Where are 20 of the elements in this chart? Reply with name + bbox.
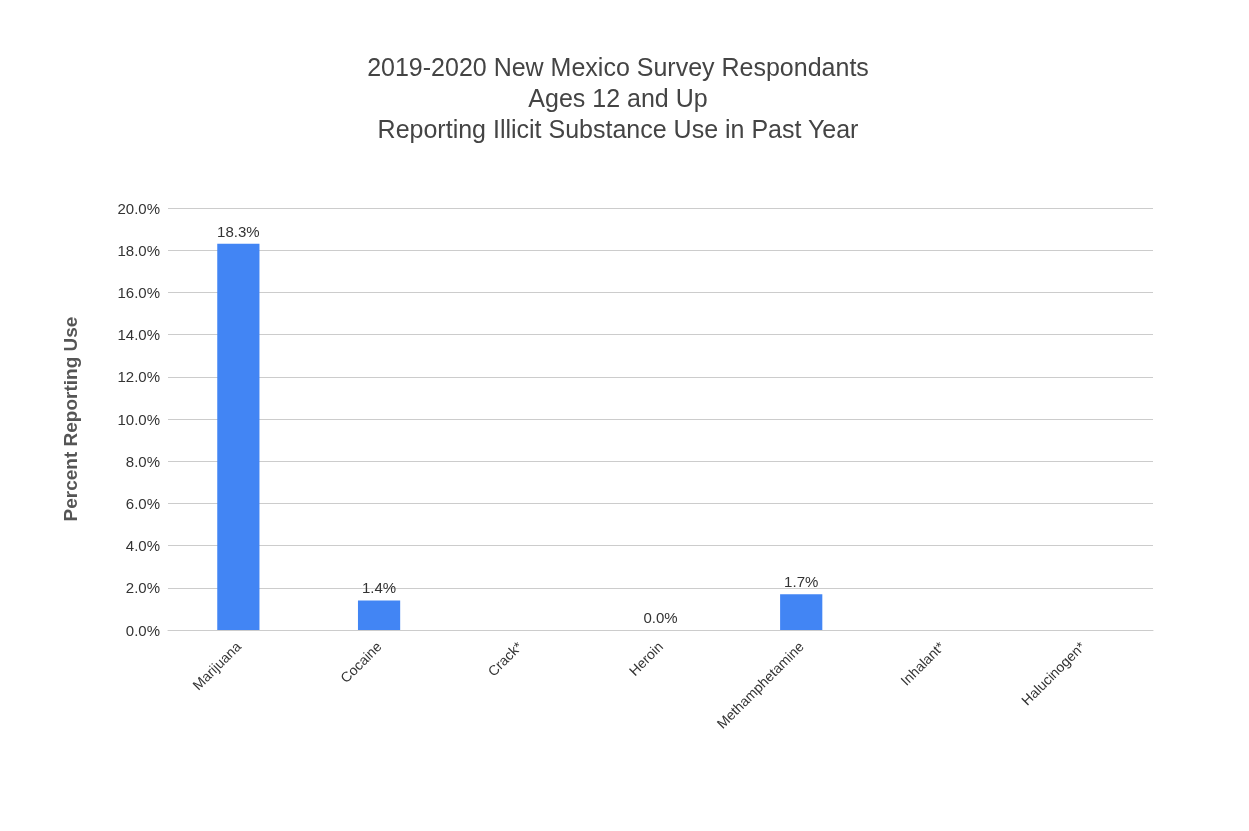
- y-tick-label: 18.0%: [117, 241, 160, 259]
- y-tick-label: 20.0%: [117, 199, 160, 217]
- y-tick-label: 4.0%: [125, 537, 160, 555]
- data-label: 18.3%: [217, 222, 260, 240]
- bar: [357, 600, 401, 630]
- chart-title: 2019-2020 New Mexico Survey Respondants Ages 12 and Up Reporting Illicit Substance Use in Past Year: [367, 52, 869, 143]
- y-tick-label: 16.0%: [117, 283, 160, 301]
- data-label: 0.0%: [643, 609, 678, 626]
- y-tick-label: 14.0%: [117, 326, 160, 344]
- y-tick-label: 8.0%: [125, 452, 160, 470]
- bar: [217, 243, 260, 630]
- data-label: 1.4%: [361, 579, 397, 597]
- y-tick-label: 12.0%: [117, 368, 160, 386]
- bar: [780, 594, 823, 630]
- y-tick-label: 10.0%: [117, 410, 160, 428]
- data-label: 1.7%: [784, 573, 819, 591]
- y-tick-label: 6.0%: [125, 494, 160, 512]
- y-tick-label: 0.0%: [125, 621, 160, 639]
- y-axis-title: Percent Reporting Use: [60, 316, 81, 522]
- y-tick-label: 2.0%: [125, 579, 160, 597]
